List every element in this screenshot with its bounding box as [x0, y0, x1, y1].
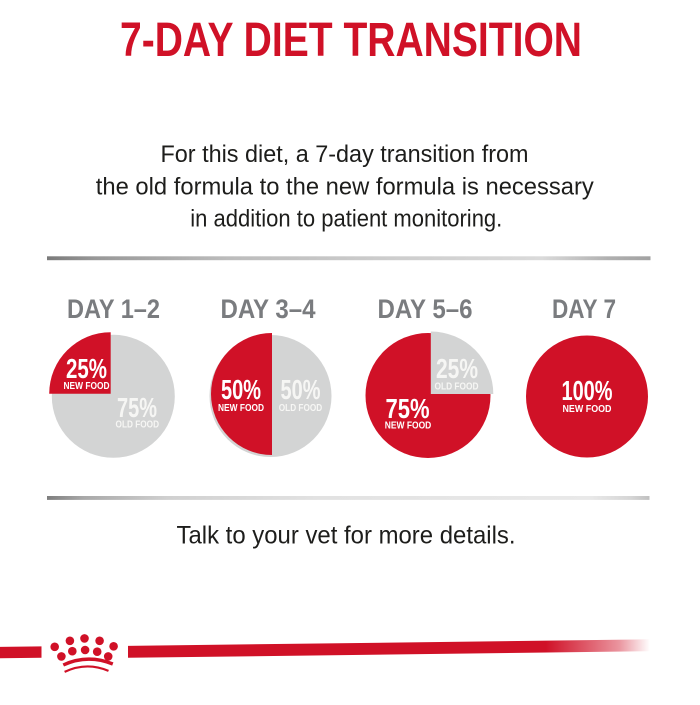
svg-text:75%: 75% — [117, 392, 157, 423]
svg-text:NEW FOOD: NEW FOOD — [64, 380, 110, 392]
svg-text:OLD FOOD: OLD FOOD — [279, 402, 323, 414]
svg-text:NEW FOOD: NEW FOOD — [218, 402, 264, 414]
svg-text:50%: 50% — [221, 374, 261, 405]
svg-text:in addition to patient monitor: in addition to patient monitoring. — [190, 206, 502, 233]
svg-text:OLD FOOD: OLD FOOD — [116, 419, 160, 431]
svg-text:DAY 1–2: DAY 1–2 — [67, 294, 160, 324]
svg-text:Talk to your vet for more deta: Talk to your vet for more details. — [177, 522, 516, 550]
svg-text:DAY 5–6: DAY 5–6 — [378, 294, 473, 324]
svg-text:NEW FOOD: NEW FOOD — [385, 420, 432, 432]
svg-text:OLD FOOD: OLD FOOD — [435, 381, 479, 393]
svg-text:the old formula to the new for: the old formula to the new formula is ne… — [96, 174, 595, 201]
svg-text:75%: 75% — [386, 393, 430, 424]
svg-text:100%: 100% — [562, 375, 613, 406]
svg-text:7-DAY DIET TRANSITION: 7-DAY DIET TRANSITION — [120, 13, 582, 67]
svg-text:25%: 25% — [66, 353, 107, 384]
svg-text:For this diet, a 7-day transit: For this diet, a 7-day transition from — [161, 141, 529, 168]
svg-text:25%: 25% — [436, 353, 478, 384]
svg-text:50%: 50% — [281, 374, 321, 405]
svg-text:NEW FOOD: NEW FOOD — [563, 403, 612, 415]
svg-text:DAY 3–4: DAY 3–4 — [221, 294, 316, 324]
svg-text:DAY 7: DAY 7 — [552, 294, 616, 324]
